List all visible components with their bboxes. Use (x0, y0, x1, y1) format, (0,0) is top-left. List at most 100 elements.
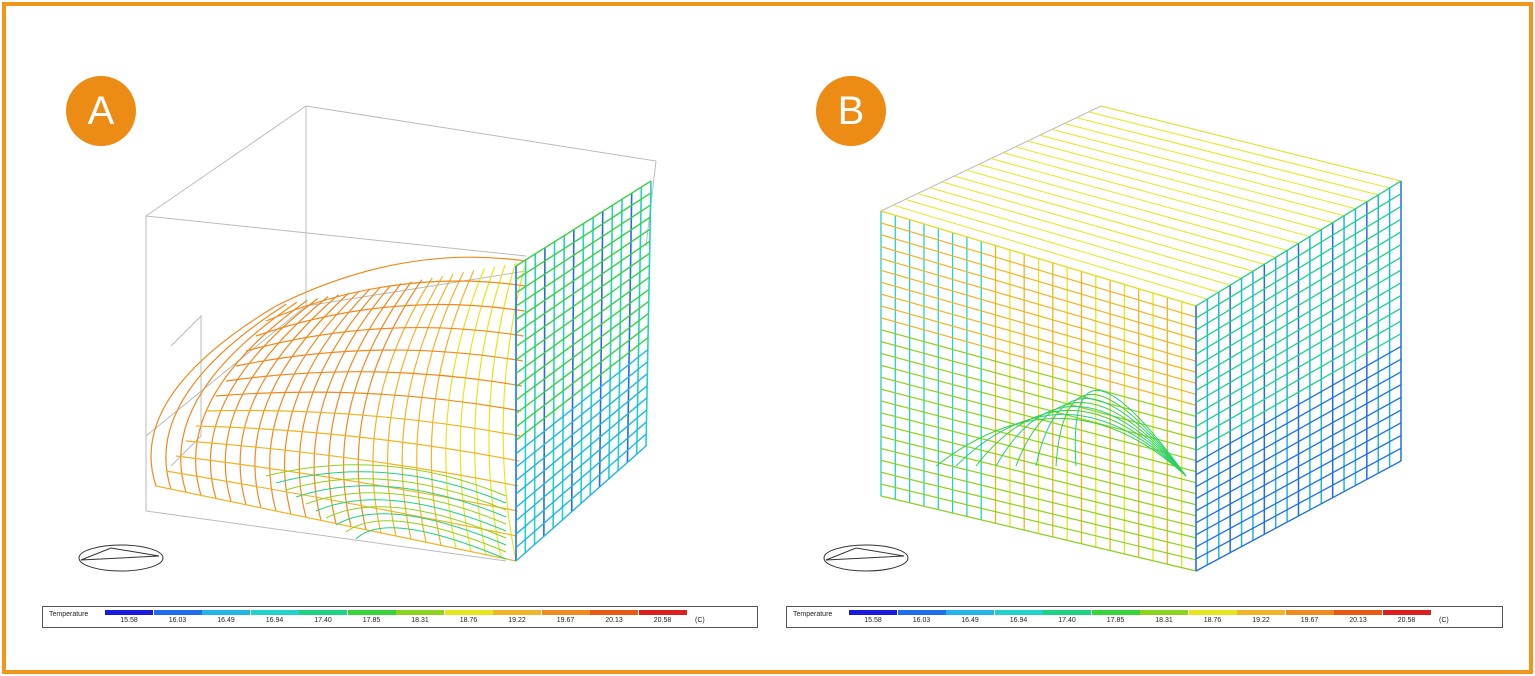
streamline (880, 210, 1197, 307)
streamline (1195, 294, 1402, 415)
streamline (966, 169, 1276, 258)
streamline (880, 376, 1197, 462)
streamline (880, 222, 1197, 318)
streamline (165, 303, 287, 490)
legend-color-swatch (444, 610, 493, 615)
streamline (880, 305, 1197, 395)
streamline (880, 424, 1197, 506)
legend-tick-label: 17.40 (314, 617, 332, 624)
legend-tick-label: 20.13 (605, 617, 623, 624)
streamline (954, 175, 1265, 265)
orientation-axis-icon (823, 544, 909, 572)
streamline (275, 256, 527, 307)
streamline (342, 281, 412, 527)
streamline (880, 234, 1197, 329)
legend-tick-label: 16.94 (1009, 617, 1028, 624)
legend-tick-label: 18.76 (459, 617, 478, 624)
domain-box-edge (305, 105, 657, 162)
streamline (205, 409, 521, 437)
streamline (515, 300, 650, 401)
legend-color-swatch (202, 610, 250, 615)
streamline (880, 352, 1197, 440)
streamline (935, 418, 1187, 477)
streamline (283, 288, 371, 515)
panel-a-badge: A (66, 76, 136, 146)
streamline (880, 412, 1197, 495)
legend-tick-label: 16.49 (217, 617, 235, 624)
streamline (515, 349, 649, 455)
legend-tick-label: 20.58 (653, 617, 672, 624)
legend-color-swatch (1334, 610, 1382, 615)
streamline (1015, 146, 1322, 231)
legend-unit: (C) (695, 617, 705, 624)
legend-tick-label: 19.22 (508, 617, 526, 624)
streamline (315, 499, 507, 532)
legend-color-swatch (590, 610, 638, 615)
streamline (265, 280, 526, 322)
streamline (1195, 422, 1402, 536)
streamline (1074, 389, 1187, 477)
orientation-axis-arrow (80, 547, 160, 561)
streamline (401, 273, 454, 540)
streamline (515, 216, 651, 307)
streamline (194, 299, 308, 496)
streamline (345, 520, 507, 553)
streamline (880, 400, 1197, 484)
streamline (1195, 320, 1402, 440)
streamline (1195, 269, 1402, 391)
legend-color-swatch (1091, 610, 1140, 615)
streamline (1195, 396, 1402, 512)
streamline (245, 326, 524, 352)
domain-box-edge (145, 305, 307, 437)
legend-unit: (C) (1439, 617, 1449, 624)
streamline (459, 266, 496, 552)
streamline (929, 187, 1242, 279)
streamline (990, 158, 1299, 244)
streamline (515, 264, 650, 361)
streamline (880, 341, 1197, 429)
streamline (1027, 140, 1333, 224)
streamline (515, 385, 648, 495)
streamline (515, 312, 649, 415)
legend-color-swatch (250, 610, 299, 615)
streamline (880, 281, 1197, 373)
streamline (515, 397, 648, 508)
streamline (225, 371, 522, 387)
legend-tick-label: 19.22 (1252, 617, 1270, 624)
streamline (880, 317, 1197, 406)
streamline (880, 447, 1197, 528)
streamline (235, 349, 523, 367)
streamline (880, 388, 1197, 473)
streamline (1039, 134, 1345, 217)
panel-a: A Temperature 15.58 16.03 16.49 16.94 17.40 1… (6, 6, 766, 670)
streamline (165, 470, 517, 537)
streamline (978, 163, 1288, 251)
panel-b-streamline-render (823, 105, 1402, 572)
streamline (305, 492, 507, 525)
streamline (150, 305, 277, 487)
legend-tick-label: 18.31 (411, 617, 429, 624)
legend-tick-label: 18.76 (1203, 617, 1222, 624)
legend-color-swatch (1237, 610, 1285, 615)
streamline (1195, 307, 1402, 428)
legend-color-swatch (1043, 610, 1091, 615)
domain-box-edge (145, 215, 527, 257)
streamline (372, 277, 433, 534)
streamline (515, 409, 648, 522)
streamline (515, 180, 652, 267)
streamline (1100, 105, 1402, 182)
streamline (515, 361, 649, 468)
streamline (880, 329, 1197, 417)
streamline (416, 271, 465, 543)
legend-tick-label: 17.85 (362, 617, 381, 624)
streamline (515, 421, 647, 535)
streamline (880, 269, 1197, 362)
streamline (515, 433, 647, 549)
orientation-axis-arrow (825, 547, 905, 561)
streamline (1195, 218, 1402, 343)
streamline (295, 485, 507, 518)
streamline (1195, 358, 1402, 476)
legend-color-swatch (849, 610, 897, 615)
streamline (430, 270, 475, 546)
